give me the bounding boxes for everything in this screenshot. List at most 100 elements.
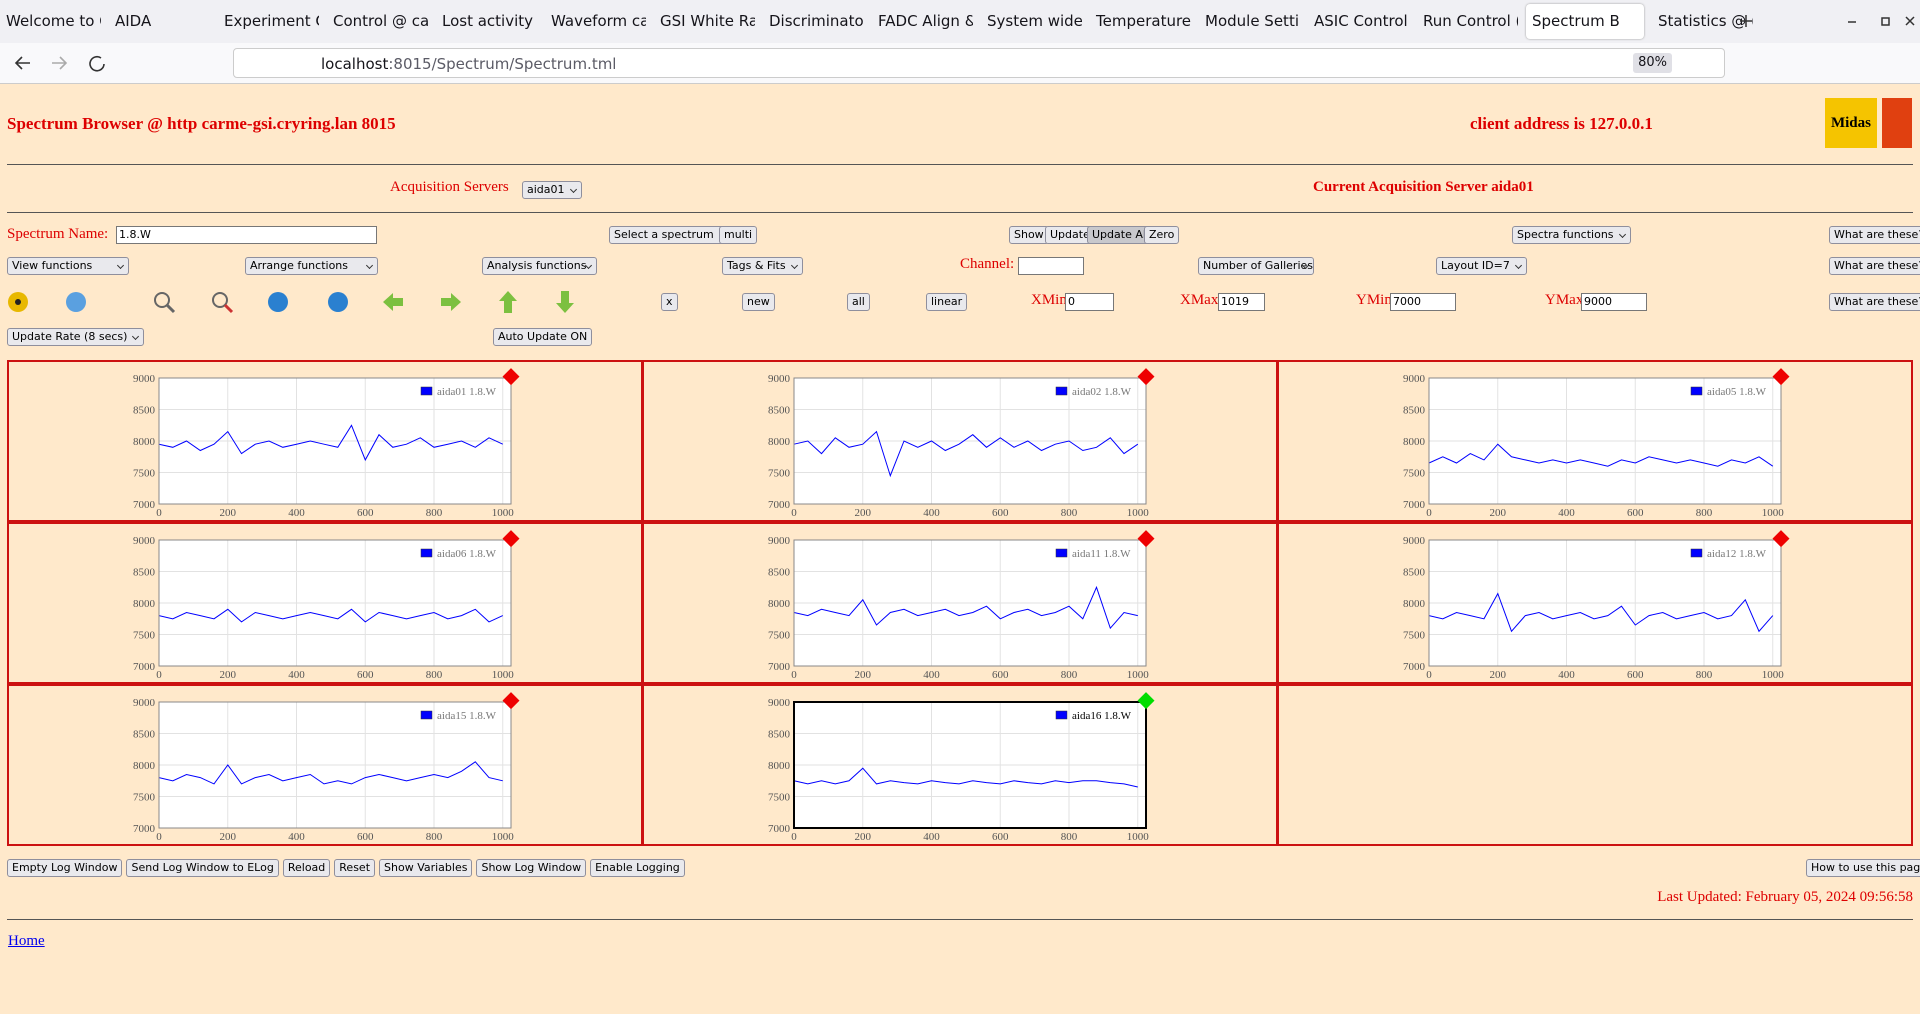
button[interactable]: Enable Logging xyxy=(590,859,685,877)
button[interactable]: Auto Update ON xyxy=(493,328,593,346)
icon-button[interactable] xyxy=(212,292,228,308)
x-tick-label: 0 xyxy=(156,669,162,681)
tab[interactable]: Waveform ca xyxy=(551,12,646,30)
y-tick-label: 8000 xyxy=(768,760,791,772)
tab[interactable]: Module Settir xyxy=(1205,12,1300,30)
waveform xyxy=(158,424,504,462)
icon-button[interactable] xyxy=(441,293,461,311)
forward[interactable] xyxy=(52,56,68,70)
y-tick-label: 7000 xyxy=(768,661,791,673)
spectrum-chart[interactable]: 7000 7500 8000 8500 9000 0 200 400 600 800 1000 aid… xyxy=(9,686,641,844)
icon-button[interactable] xyxy=(383,293,403,311)
tab[interactable]: Welcome to C xyxy=(6,12,101,30)
tab[interactable]: FADC Align & xyxy=(878,12,973,30)
spectrum-chart[interactable]: 7000 7500 8000 8500 9000 0 200 400 600 800 1000 aid… xyxy=(9,524,641,682)
x-tick-label: 400 xyxy=(288,507,305,519)
help-button[interactable]: What are these? xyxy=(1829,226,1920,244)
y-tick-label: 7500 xyxy=(133,468,156,480)
help-button[interactable]: What are these? xyxy=(1829,257,1920,275)
tab[interactable]: GSI White Ra xyxy=(660,12,755,30)
button[interactable]: Show Variables xyxy=(379,859,473,877)
button[interactable]: Reload xyxy=(282,859,331,877)
reload[interactable] xyxy=(89,55,105,72)
spectrum-name-input[interactable]: 1.8.W xyxy=(116,226,377,244)
legend-swatch xyxy=(1690,548,1703,558)
spectrum-chart[interactable]: 7000 7500 8000 8500 9000 0 200 400 600 800 1000 aid… xyxy=(1279,362,1911,520)
select[interactable]: Analysis functions xyxy=(482,257,597,275)
back[interactable] xyxy=(14,56,30,70)
icon-button[interactable] xyxy=(268,292,288,312)
tab[interactable]: Control @ ca xyxy=(333,12,428,30)
tab[interactable]: Experiment C xyxy=(224,12,319,30)
x-tick-label: 400 xyxy=(923,507,940,519)
icon-button[interactable] xyxy=(66,292,86,312)
y-tick-label: 8500 xyxy=(1403,405,1426,417)
y-tick-label: 7000 xyxy=(133,823,156,835)
url-bar[interactable]: localhost:8015/Spectrum/Spectrum.tml 80% xyxy=(233,48,1725,78)
x-tick-label: 600 xyxy=(357,669,374,681)
help-button[interactable]: What are these? xyxy=(1829,293,1920,311)
spectrum-select[interactable]: Select a spectrum xyxy=(609,226,731,244)
zoom-level[interactable]: 80% xyxy=(1633,53,1672,73)
xmin-input[interactable]: 0 xyxy=(1065,293,1114,311)
legend-label: aida05 1.8.W xyxy=(1707,386,1767,398)
icon-button[interactable] xyxy=(499,291,517,313)
tab[interactable]: AIDA xyxy=(115,12,152,30)
maximize[interactable] xyxy=(1881,17,1890,26)
tab[interactable]: Statistics @ ( xyxy=(1658,12,1753,30)
tab[interactable]: Discriminator xyxy=(769,12,864,30)
tab-strip: Welcome to C AIDA Experiment C Control @… xyxy=(0,0,1920,43)
button[interactable]: Empty Log Window xyxy=(7,859,123,877)
tab[interactable]: Temperature xyxy=(1096,12,1191,30)
tab[interactable]: ASIC Control xyxy=(1314,12,1408,30)
spectrum-chart[interactable]: 7000 7500 8000 8500 9000 0 200 400 600 800 1000 aid… xyxy=(644,362,1276,520)
client-address: client address is 127.0.0.1 xyxy=(1470,114,1653,133)
select[interactable]: Tags & Fits xyxy=(722,257,803,275)
button[interactable]: Zero xyxy=(1144,226,1180,244)
x-tick-label: 1000 xyxy=(1127,507,1150,519)
x-tick-label: 200 xyxy=(220,669,237,681)
select[interactable]: Layout ID=7 xyxy=(1436,257,1527,275)
button[interactable]: new xyxy=(742,293,775,311)
server-select[interactable]: aida01 xyxy=(522,181,582,199)
spectra-functions[interactable]: Spectra functions xyxy=(1512,226,1631,244)
spectrum-chart[interactable]: 7000 7500 8000 8500 9000 0 200 400 600 800 1000 aid… xyxy=(644,524,1276,682)
tab-active[interactable]: Spectrum B xyxy=(1526,4,1644,39)
button[interactable]: Update All xyxy=(1087,226,1154,244)
spectrum-chart[interactable]: 7000 7500 8000 8500 9000 0 200 400 600 800 1000 aid… xyxy=(1279,524,1911,682)
logo-image xyxy=(1882,98,1912,148)
xmax-input[interactable]: 1019 xyxy=(1218,293,1265,311)
y-tick-label: 9000 xyxy=(133,535,156,547)
close[interactable] xyxy=(1905,16,1915,26)
home-link[interactable]: Home xyxy=(8,933,45,949)
spectrum-chart[interactable]: 7000 7500 8000 8500 9000 0 200 400 600 800 1000 aid… xyxy=(9,362,641,520)
button[interactable]: linear xyxy=(926,293,968,311)
select[interactable]: Arrange functions xyxy=(245,257,378,275)
spectrum-chart[interactable]: 7000 7500 8000 8500 9000 0 200 400 600 800 1000 aid… xyxy=(644,686,1276,844)
icon-button[interactable] xyxy=(328,292,348,312)
legend-label: aida02 1.8.W xyxy=(1072,386,1132,398)
x-tick-label: 600 xyxy=(992,507,1009,519)
icon-button[interactable] xyxy=(154,292,170,308)
button[interactable]: Send Log Window to ELog xyxy=(126,859,279,877)
button[interactable]: Show xyxy=(1009,226,1049,244)
select[interactable]: Update Rate (8 secs) xyxy=(7,328,145,346)
tab[interactable]: Run Control ( xyxy=(1423,12,1518,30)
button[interactable]: all xyxy=(847,293,870,311)
button[interactable]: Reset xyxy=(334,859,376,877)
waveform xyxy=(158,761,503,785)
icon-button[interactable] xyxy=(556,291,574,313)
button[interactable]: Show Log Window xyxy=(476,859,587,877)
ymax-input[interactable]: 9000 xyxy=(1581,293,1647,311)
select[interactable]: View functions xyxy=(7,257,129,275)
help-button[interactable]: How to use this page xyxy=(1806,859,1920,877)
button[interactable]: multi xyxy=(719,226,758,244)
button[interactable]: Update xyxy=(1045,226,1095,244)
tab[interactable]: Lost activity r xyxy=(442,12,537,30)
tab[interactable]: System wide xyxy=(987,12,1082,30)
legend-swatch xyxy=(420,386,433,396)
ymin-input[interactable]: 7000 xyxy=(1390,293,1456,311)
button[interactable]: x xyxy=(661,293,678,311)
select[interactable]: Number of Galleries xyxy=(1198,257,1314,275)
channel-input[interactable] xyxy=(1018,257,1084,275)
